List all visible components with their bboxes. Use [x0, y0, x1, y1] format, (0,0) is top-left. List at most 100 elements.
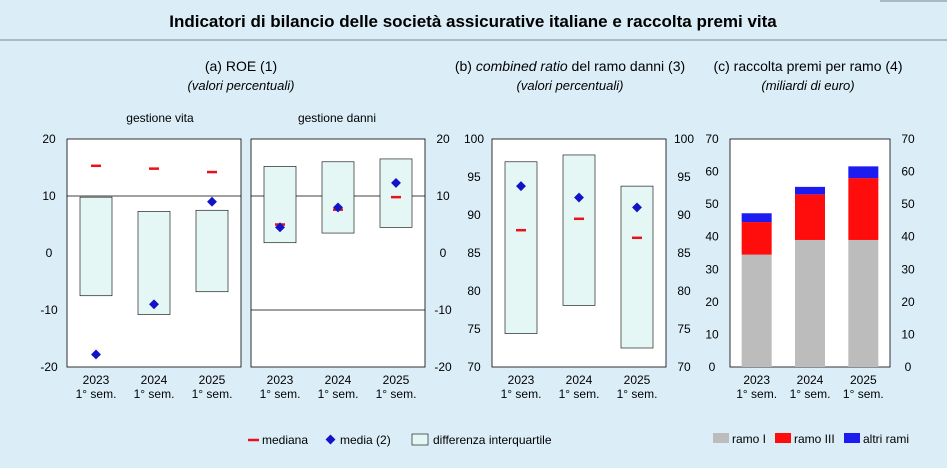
combined_ratio-xtick-sem-0: 1° sem. [501, 387, 542, 401]
combined_ratio-ytick-left-0: 70 [467, 360, 481, 374]
raccolta_premi-xtick-sem-0: 1° sem. [736, 387, 777, 401]
roe_vita-xtick-sem-2: 1° sem. [192, 387, 233, 401]
legend-mean-swatch [325, 434, 336, 445]
panel-a-life-label: gestione vita [126, 111, 194, 125]
legend-altri-rami-label: altri rami [863, 432, 909, 446]
legend-iqr-label: differenza interquartile [433, 433, 552, 447]
raccolta_premi-bar-ramo-i-2 [848, 239, 879, 367]
roe_vita-mean-1 [149, 299, 159, 310]
raccolta_premi-ytick-right-2: 20 [901, 295, 915, 309]
roe_danni-ytick-right-0: -20 [434, 360, 452, 374]
combined_ratio-mean-2 [632, 202, 642, 213]
combined_ratio-xtick-sem-1: 1° sem. [559, 387, 600, 401]
roe_danni-xtick-year-2: 2025 [383, 373, 410, 387]
roe_vita-iqr-box-1 [137, 211, 171, 315]
legend-mean-label: media (2) [340, 433, 391, 447]
panel-a-subtitle: (valori percentuali) [188, 78, 295, 93]
raccolta_premi-ytick-left-4: 40 [705, 230, 719, 244]
roe_vita-xtick-year-2: 2025 [199, 373, 226, 387]
panel-a-title: (a) ROE (1) [205, 58, 277, 74]
combined_ratio-ytick-right-3: 85 [677, 246, 691, 260]
raccolta_premi-xtick-sem-1: 1° sem. [790, 387, 831, 401]
roe_danni-ytick-right-2: 0 [440, 246, 447, 260]
figure-title: Indicatori di bilancio delle società ass… [169, 12, 777, 31]
raccolta_premi-ytick-left-5: 50 [705, 197, 719, 211]
combined_ratio-ytick-right-5: 95 [677, 170, 691, 184]
raccolta_premi-ytick-left-6: 60 [705, 165, 719, 179]
combined_ratio-xtick-year-2: 2025 [624, 373, 651, 387]
roe_danni-xtick-year-1: 2024 [325, 373, 352, 387]
raccolta_premi-bar-altri-rami-1 [795, 186, 825, 195]
combined_ratio-iqr-box-2 [620, 185, 654, 349]
raccolta_premi-ytick-right-7: 70 [901, 132, 915, 146]
roe_danni-ytick-right-4: 20 [436, 132, 450, 146]
raccolta_premi-ytick-right-3: 30 [901, 262, 915, 276]
roe_vita-ytick-left-0: -20 [40, 360, 58, 374]
roe_vita-ytick-left-2: 0 [46, 246, 53, 260]
raccolta_premi-xtick-sem-2: 1° sem. [843, 387, 884, 401]
combined_ratio-xtick-year-0: 2023 [508, 373, 535, 387]
roe_danni-xtick-year-0: 2023 [267, 373, 294, 387]
roe_vita-iqr-box-0 [79, 196, 113, 297]
roe_danni-mean-1 [333, 202, 343, 213]
combined_ratio-ytick-right-4: 90 [677, 208, 691, 222]
raccolta_premi-bar-ramo-i-1 [795, 239, 825, 367]
raccolta_premi-ytick-right-4: 40 [901, 230, 915, 244]
panel-c-subtitle: (miliardi di euro) [761, 78, 854, 93]
panel-c-title: (c) raccolta premi per ramo (4) [713, 58, 902, 74]
raccolta_premi-ytick-left-1: 10 [705, 327, 719, 341]
roe_vita-ytick-left-3: 10 [42, 189, 56, 203]
roe_danni-xtick-sem-0: 1° sem. [260, 387, 301, 401]
raccolta_premi-ytick-left-0: 0 [709, 360, 716, 374]
legend-left: mediana media (2) differenza interquarti… [248, 433, 552, 447]
combined_ratio-mean-1 [574, 192, 584, 203]
roe_danni-xtick-sem-2: 1° sem. [376, 387, 417, 401]
roe_danni-mean-2 [391, 177, 401, 188]
combined_ratio-ytick-left-2: 80 [467, 284, 481, 298]
legend-iqr-swatch [411, 433, 429, 446]
roe_danni-mean-0 [275, 222, 285, 233]
combined_ratio-xtick-sem-2: 1° sem. [617, 387, 658, 401]
roe_danni-iqr-box-2 [379, 158, 413, 228]
raccolta_premi-bar-ramo-iii-2 [848, 178, 879, 240]
roe_danni-iqr-box-1 [321, 161, 355, 234]
legend-ramo-iii-swatch [775, 433, 791, 443]
combined_ratio-ytick-left-3: 85 [467, 246, 481, 260]
combined_ratio-ytick-right-0: 70 [677, 360, 691, 374]
combined_ratio-ytick-left-4: 90 [467, 208, 481, 222]
raccolta_premi-bar-altri-rami-0 [741, 213, 772, 223]
combined_ratio-ytick-right-6: 100 [674, 132, 694, 146]
roe_vita-xtick-year-1: 2024 [141, 373, 168, 387]
raccolta_premi-bar-ramo-iii-1 [795, 194, 825, 240]
roe_danni-xtick-sem-1: 1° sem. [318, 387, 359, 401]
raccolta_premi-bar-ramo-i-0 [741, 254, 772, 367]
combined_ratio-mean-0 [516, 181, 526, 192]
legend-ramo-i-swatch [713, 433, 729, 443]
raccolta_premi-ytick-right-0: 0 [905, 360, 912, 374]
legend-ramo-iii-label: ramo III [794, 432, 835, 446]
roe_vita-ytick-left-1: -10 [40, 303, 58, 317]
roe_vita-iqr-box-2 [195, 209, 229, 293]
combined_ratio-xtick-year-1: 2024 [566, 373, 593, 387]
raccolta_premi-ytick-right-5: 50 [901, 197, 915, 211]
roe_vita-xtick-sem-1: 1° sem. [134, 387, 175, 401]
raccolta_premi-ytick-left-2: 20 [705, 295, 719, 309]
raccolta_premi-xtick-year-0: 2023 [743, 373, 770, 387]
combined_ratio-ytick-left-6: 100 [464, 132, 484, 146]
roe_vita-mean-2 [207, 196, 217, 207]
combined_ratio-ytick-right-1: 75 [677, 322, 691, 336]
roe_vita-xtick-sem-0: 1° sem. [76, 387, 117, 401]
raccolta_premi-xtick-year-2: 2025 [850, 373, 877, 387]
combined_ratio-ytick-left-1: 75 [467, 322, 481, 336]
raccolta_premi-bar-altri-rami-2 [848, 166, 879, 179]
raccolta_premi-ytick-right-6: 60 [901, 165, 915, 179]
raccolta_premi-bar-ramo-iii-0 [741, 222, 772, 255]
roe_danni-ytick-right-1: -10 [434, 303, 452, 317]
raccolta_premi-ytick-right-1: 10 [901, 327, 915, 341]
raccolta_premi-ytick-left-7: 70 [705, 132, 719, 146]
